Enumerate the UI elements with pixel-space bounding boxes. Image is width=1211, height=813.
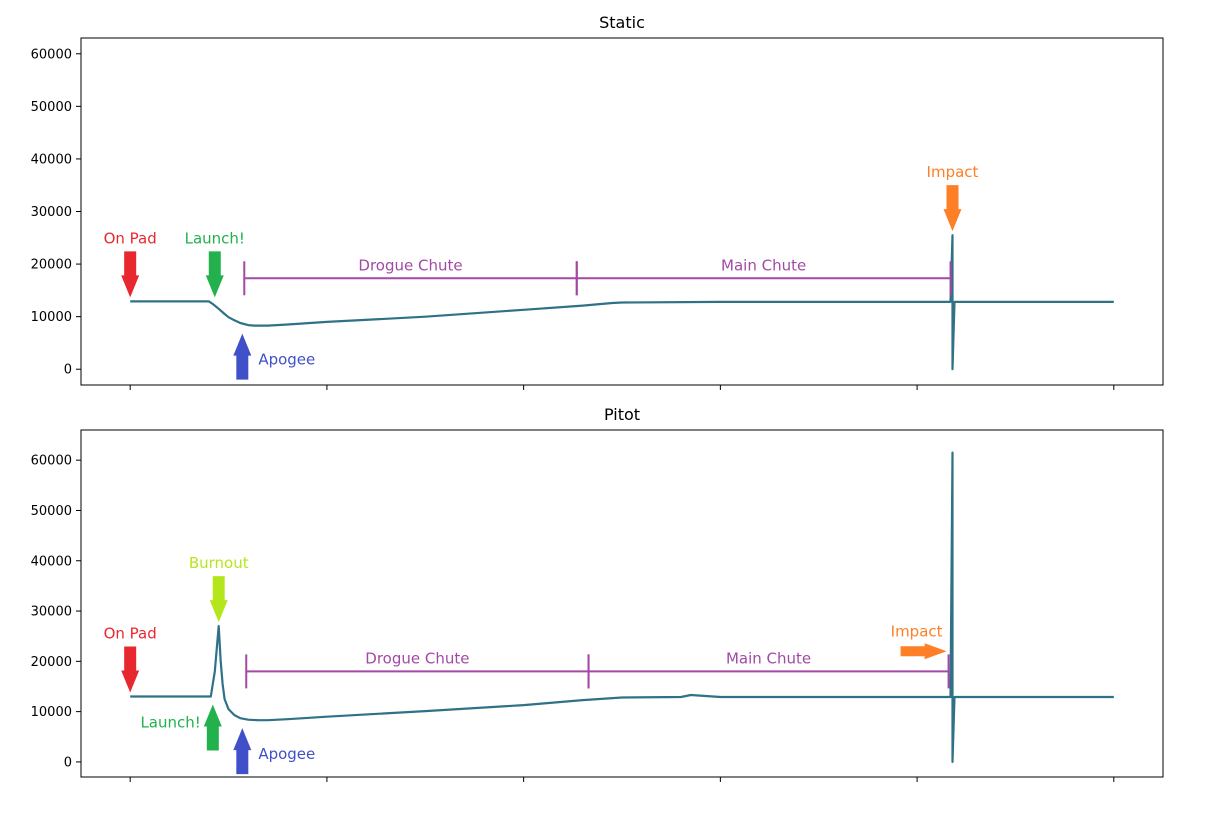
annotation-label: Launch! <box>140 714 200 732</box>
annotation-label: Impact <box>891 622 943 640</box>
y-tick-label: 30000 <box>31 205 72 220</box>
y-tick-label: 0 <box>64 363 72 378</box>
series-line <box>130 234 1114 371</box>
annotation-label: Launch! <box>185 229 245 247</box>
series-line <box>130 451 1114 763</box>
phase-span-label: Drogue Chute <box>365 649 469 667</box>
y-tick-label: 30000 <box>31 605 72 620</box>
annotation-arrow-up <box>233 333 252 380</box>
y-tick-label: 50000 <box>31 504 72 519</box>
y-tick-label: 60000 <box>31 454 72 469</box>
y-tick-label: 40000 <box>31 554 72 569</box>
annotation-arrow-down <box>121 251 140 298</box>
annotation-arrow-down <box>205 251 224 298</box>
annotation-arrow-up <box>203 704 222 751</box>
phase-span-label: Main Chute <box>726 649 811 667</box>
y-tick-label: 0 <box>64 755 72 770</box>
annotation-label: On Pad <box>104 625 157 643</box>
y-tick-label: 60000 <box>31 47 72 62</box>
annotation-label: Impact <box>927 163 979 181</box>
annotation-arrow-down <box>943 185 962 232</box>
static-chart-panel: Static 0 10000 20000 30000 40000 50000 60000 On … <box>31 13 1164 390</box>
annotation-arrow-down <box>121 646 140 693</box>
y-tick-label: 20000 <box>31 258 72 273</box>
annotation-arrow-up <box>233 728 252 775</box>
phase-span-label: Drogue Chute <box>358 256 462 274</box>
axes-frame <box>80 429 1164 778</box>
annotation-arrow-down <box>209 576 228 623</box>
axes-frame <box>80 37 1164 386</box>
y-tick-label: 40000 <box>31 152 72 167</box>
annotation-label: Apogee <box>258 351 315 369</box>
annotation-label: Burnout <box>189 554 249 572</box>
phase-span-label: Main Chute <box>721 256 806 274</box>
pitot-chart-panel: Pitot 0 10000 20000 30000 40000 50000 60000 On P… <box>31 405 1164 782</box>
annotation-arrow-right <box>900 643 947 660</box>
chart-title: Static <box>599 13 645 32</box>
chart-title: Pitot <box>604 405 640 424</box>
annotation-label: On Pad <box>104 229 157 247</box>
y-tick-label: 50000 <box>31 100 72 115</box>
annotation-label: Apogee <box>258 745 315 763</box>
y-tick-label: 10000 <box>31 310 72 325</box>
y-tick-label: 10000 <box>31 705 72 720</box>
y-tick-label: 20000 <box>31 655 72 670</box>
